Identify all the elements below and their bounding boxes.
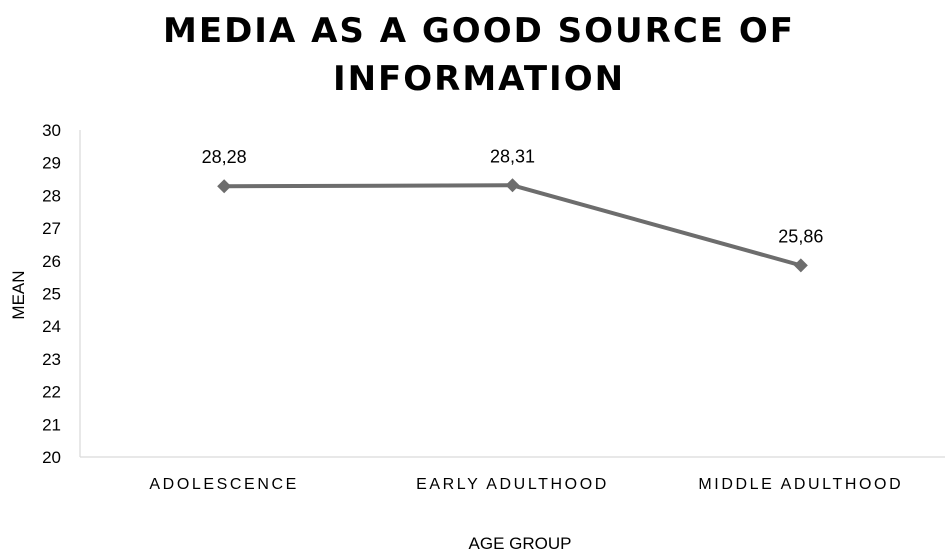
x-category-label: MIDDLE ADULTHOOD <box>698 476 903 493</box>
data-label: 28,28 <box>202 147 247 167</box>
y-tick-label: 27 <box>42 219 61 238</box>
y-tick-label: 24 <box>42 317 61 336</box>
y-tick-label: 20 <box>42 448 61 467</box>
y-tick-label: 22 <box>42 383 61 402</box>
y-tick-labels: 20 21 22 23 24 25 26 27 28 29 30 <box>42 121 61 467</box>
data-labels: 28,28 28,31 25,86 <box>202 146 824 246</box>
y-tick-label: 28 <box>42 186 61 205</box>
chart-title-line-1: MEDIA AS A GOOD SOURCE OF <box>163 11 795 51</box>
y-axis-title: MEAN <box>9 270 28 319</box>
y-tick-label: 23 <box>42 350 61 369</box>
series-mean <box>217 178 808 273</box>
axes <box>79 130 945 458</box>
x-axis-title: AGE GROUP <box>469 534 572 551</box>
x-category-label: ADOLESCENCE <box>149 476 299 493</box>
chart-title: MEDIA AS A GOOD SOURCE OF INFORMATION <box>163 11 795 99</box>
data-point-marker <box>217 179 232 194</box>
x-category-labels: ADOLESCENCE EARLY ADULTHOOD MIDDLE ADULTHO… <box>149 476 903 493</box>
y-tick-label: 29 <box>42 154 61 173</box>
y-tick-label: 26 <box>42 252 61 271</box>
x-category-label: EARLY ADULTHOOD <box>416 476 609 493</box>
data-point-marker <box>793 258 808 273</box>
data-label: 25,86 <box>778 226 823 246</box>
data-point-marker <box>505 178 520 193</box>
y-tick-label: 30 <box>42 121 61 140</box>
y-tick-label: 25 <box>42 285 61 304</box>
y-tick-label: 21 <box>42 415 61 434</box>
series-line <box>224 183 802 268</box>
chart-title-line-2: INFORMATION <box>333 59 625 99</box>
data-label: 28,31 <box>490 146 535 166</box>
